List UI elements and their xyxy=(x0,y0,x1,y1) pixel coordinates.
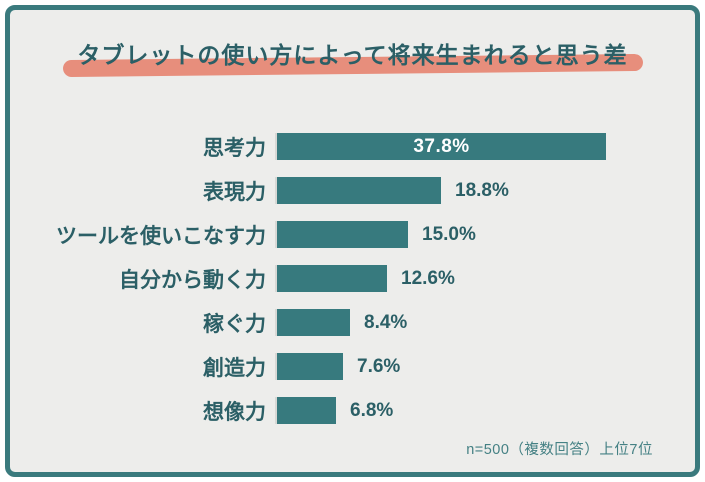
bar-track: 15.0% xyxy=(275,221,695,249)
chart-frame: タブレットの使い方によって将来生まれると思う差 思考力 37.8% 表現力 18.8%… xyxy=(5,5,700,477)
category-label: 思考力 xyxy=(203,136,266,160)
bar-track: 8.4% xyxy=(275,309,695,337)
bar-row: 想像力 6.8% xyxy=(10,397,695,425)
bar-track: 7.6% xyxy=(275,353,695,381)
bar-row: 稼ぐ力 8.4% xyxy=(10,309,695,337)
bar-track: 12.6% xyxy=(275,265,695,293)
value-label: 8.4% xyxy=(364,311,408,333)
category-label: 自分から動く力 xyxy=(119,268,266,292)
chart-title-inner: タブレットの使い方によって将来生まれると思う差 xyxy=(63,40,644,78)
bar-row: 自分から動く力 12.6% xyxy=(10,265,695,293)
category-label: 表現力 xyxy=(203,180,266,204)
bar-row: ツールを使いこなす力 15.0% xyxy=(10,221,695,249)
category-label: ツールを使いこなす力 xyxy=(56,224,266,248)
bar-track: 18.8% xyxy=(275,177,695,205)
chart-title-container: タブレットの使い方によって将来生まれると思う差 xyxy=(10,40,695,78)
bar-row: 思考力 37.8% xyxy=(10,133,695,161)
chart-title: タブレットの使い方によって将来生まれると思う差 xyxy=(77,42,628,68)
bar xyxy=(277,265,387,293)
bar-row: 創造力 7.6% xyxy=(10,353,695,381)
bar-track: 6.8% xyxy=(275,397,695,425)
value-label: 37.8% xyxy=(413,135,470,157)
value-label: 7.6% xyxy=(357,355,401,377)
bar xyxy=(277,309,350,337)
value-label: 6.8% xyxy=(350,399,394,421)
bar: 37.8% xyxy=(277,133,606,161)
bar xyxy=(277,397,336,425)
value-label: 12.6% xyxy=(401,267,455,289)
category-label: 想像力 xyxy=(203,400,266,424)
bar xyxy=(277,177,441,205)
footnote: n=500（複数回答）上位7位 xyxy=(466,442,653,458)
bar-chart: 思考力 37.8% 表現力 18.8% ツールを使いこなす力 15.0% 自分から動く力 12… xyxy=(10,133,695,425)
category-label: 稼ぐ力 xyxy=(203,312,266,336)
category-label: 創造力 xyxy=(203,356,266,380)
bar-row: 表現力 18.8% xyxy=(10,177,695,205)
bar xyxy=(277,353,343,381)
value-label: 18.8% xyxy=(455,179,509,201)
bar-track: 37.8% xyxy=(275,133,695,161)
value-label: 15.0% xyxy=(422,223,476,245)
bar xyxy=(277,221,408,249)
